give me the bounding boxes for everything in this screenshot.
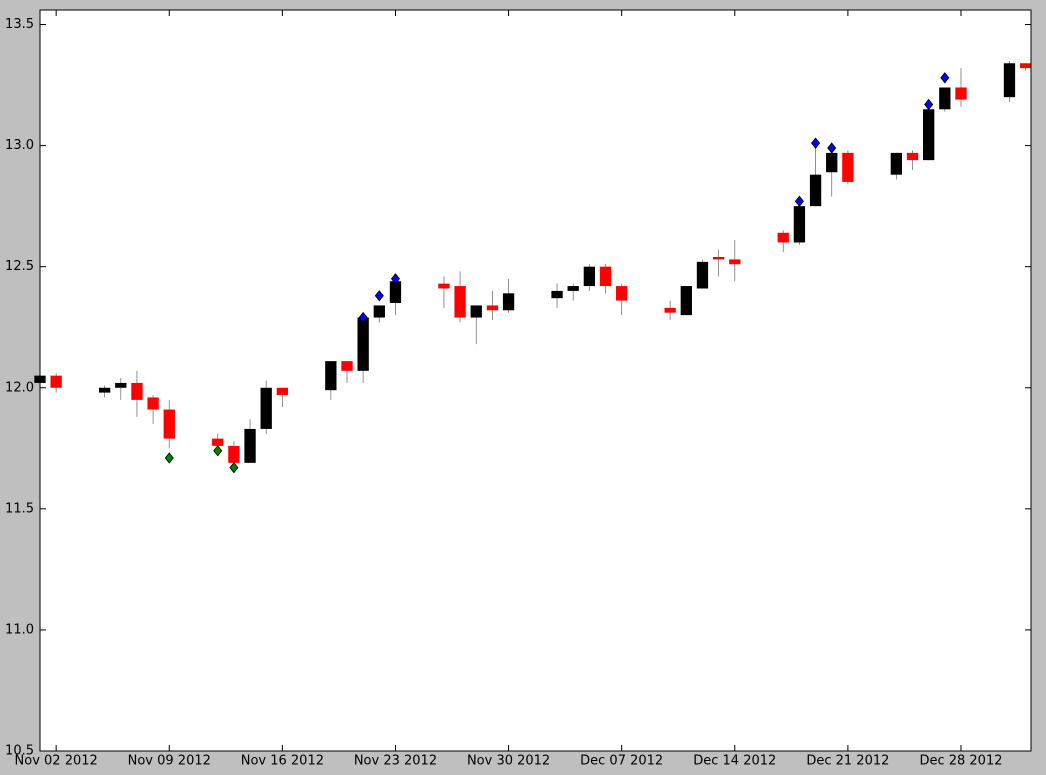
x-tick-label: Nov 16 2012 [241, 754, 324, 769]
candle-body [454, 286, 466, 318]
candle-body [939, 87, 951, 110]
candle-body [567, 286, 579, 291]
candle-body [955, 87, 967, 100]
candle-body [276, 387, 289, 396]
candle-body [793, 206, 806, 243]
candle-body [551, 290, 563, 299]
candle-body [131, 382, 143, 400]
marker [229, 462, 239, 474]
y-tick-label: 13.0 [5, 138, 34, 153]
x-tick-label: Nov 23 2012 [354, 754, 437, 769]
candle-body [147, 397, 159, 410]
marker [374, 290, 384, 302]
candle-body [50, 375, 62, 388]
candle-body [712, 257, 725, 260]
marker [164, 452, 174, 464]
candle-body [890, 152, 903, 175]
candle-body [389, 281, 402, 304]
marker [827, 142, 837, 154]
x-tick-label: Nov 30 2012 [467, 754, 550, 769]
y-tick-label: 10.5 [5, 744, 34, 759]
candle-body [906, 152, 919, 161]
candle-body [826, 152, 838, 173]
x-tick-label: Nov 02 2012 [15, 754, 98, 769]
candle-body [664, 307, 676, 313]
marker [390, 273, 400, 285]
candle-body [1003, 63, 1016, 98]
candle-body [729, 259, 741, 265]
marker [924, 98, 934, 111]
candle-body [260, 387, 272, 429]
x-tick-label: Dec 21 2012 [806, 754, 889, 769]
candle-body [696, 261, 709, 289]
candle-body [244, 428, 256, 463]
candle-body [98, 387, 111, 393]
candle-body [599, 266, 612, 287]
y-tick-label: 11.5 [5, 501, 34, 516]
x-tick-label: Dec 07 2012 [580, 754, 663, 769]
x-tick-label: Dec 28 2012 [919, 754, 1002, 769]
candle-body [583, 266, 596, 287]
candle-body [438, 283, 450, 289]
candle-body [486, 305, 499, 311]
candle-body [1019, 63, 1032, 69]
plot-frame [39, 9, 1032, 752]
y-tick-label: 11.0 [5, 622, 34, 637]
candle-body [923, 109, 935, 161]
candle-body [212, 438, 224, 446]
candle-body [809, 174, 822, 207]
candle-body [373, 305, 385, 318]
candle-body [842, 152, 854, 182]
candle-body [777, 232, 789, 243]
marker [213, 445, 223, 457]
candle-body [325, 361, 337, 391]
y-tick-label: 13.5 [5, 17, 34, 32]
candle-body [228, 445, 240, 463]
candle-body [680, 286, 692, 316]
candle-body [163, 409, 175, 439]
plot-area [40, 10, 1031, 751]
y-tick-label: 12.0 [5, 380, 34, 395]
candle-body [115, 382, 127, 388]
x-tick-label: Nov 09 2012 [128, 754, 211, 769]
marker [811, 137, 821, 149]
x-tick-label: Dec 14 2012 [693, 754, 776, 769]
marker [940, 72, 950, 84]
y-tick-label: 12.5 [5, 259, 34, 274]
candle-body [502, 293, 515, 311]
candle-body [341, 361, 353, 371]
candle-body [470, 305, 482, 318]
candle-body [616, 286, 628, 301]
candle-body [357, 317, 369, 371]
marker [358, 311, 368, 324]
marker [794, 195, 804, 207]
